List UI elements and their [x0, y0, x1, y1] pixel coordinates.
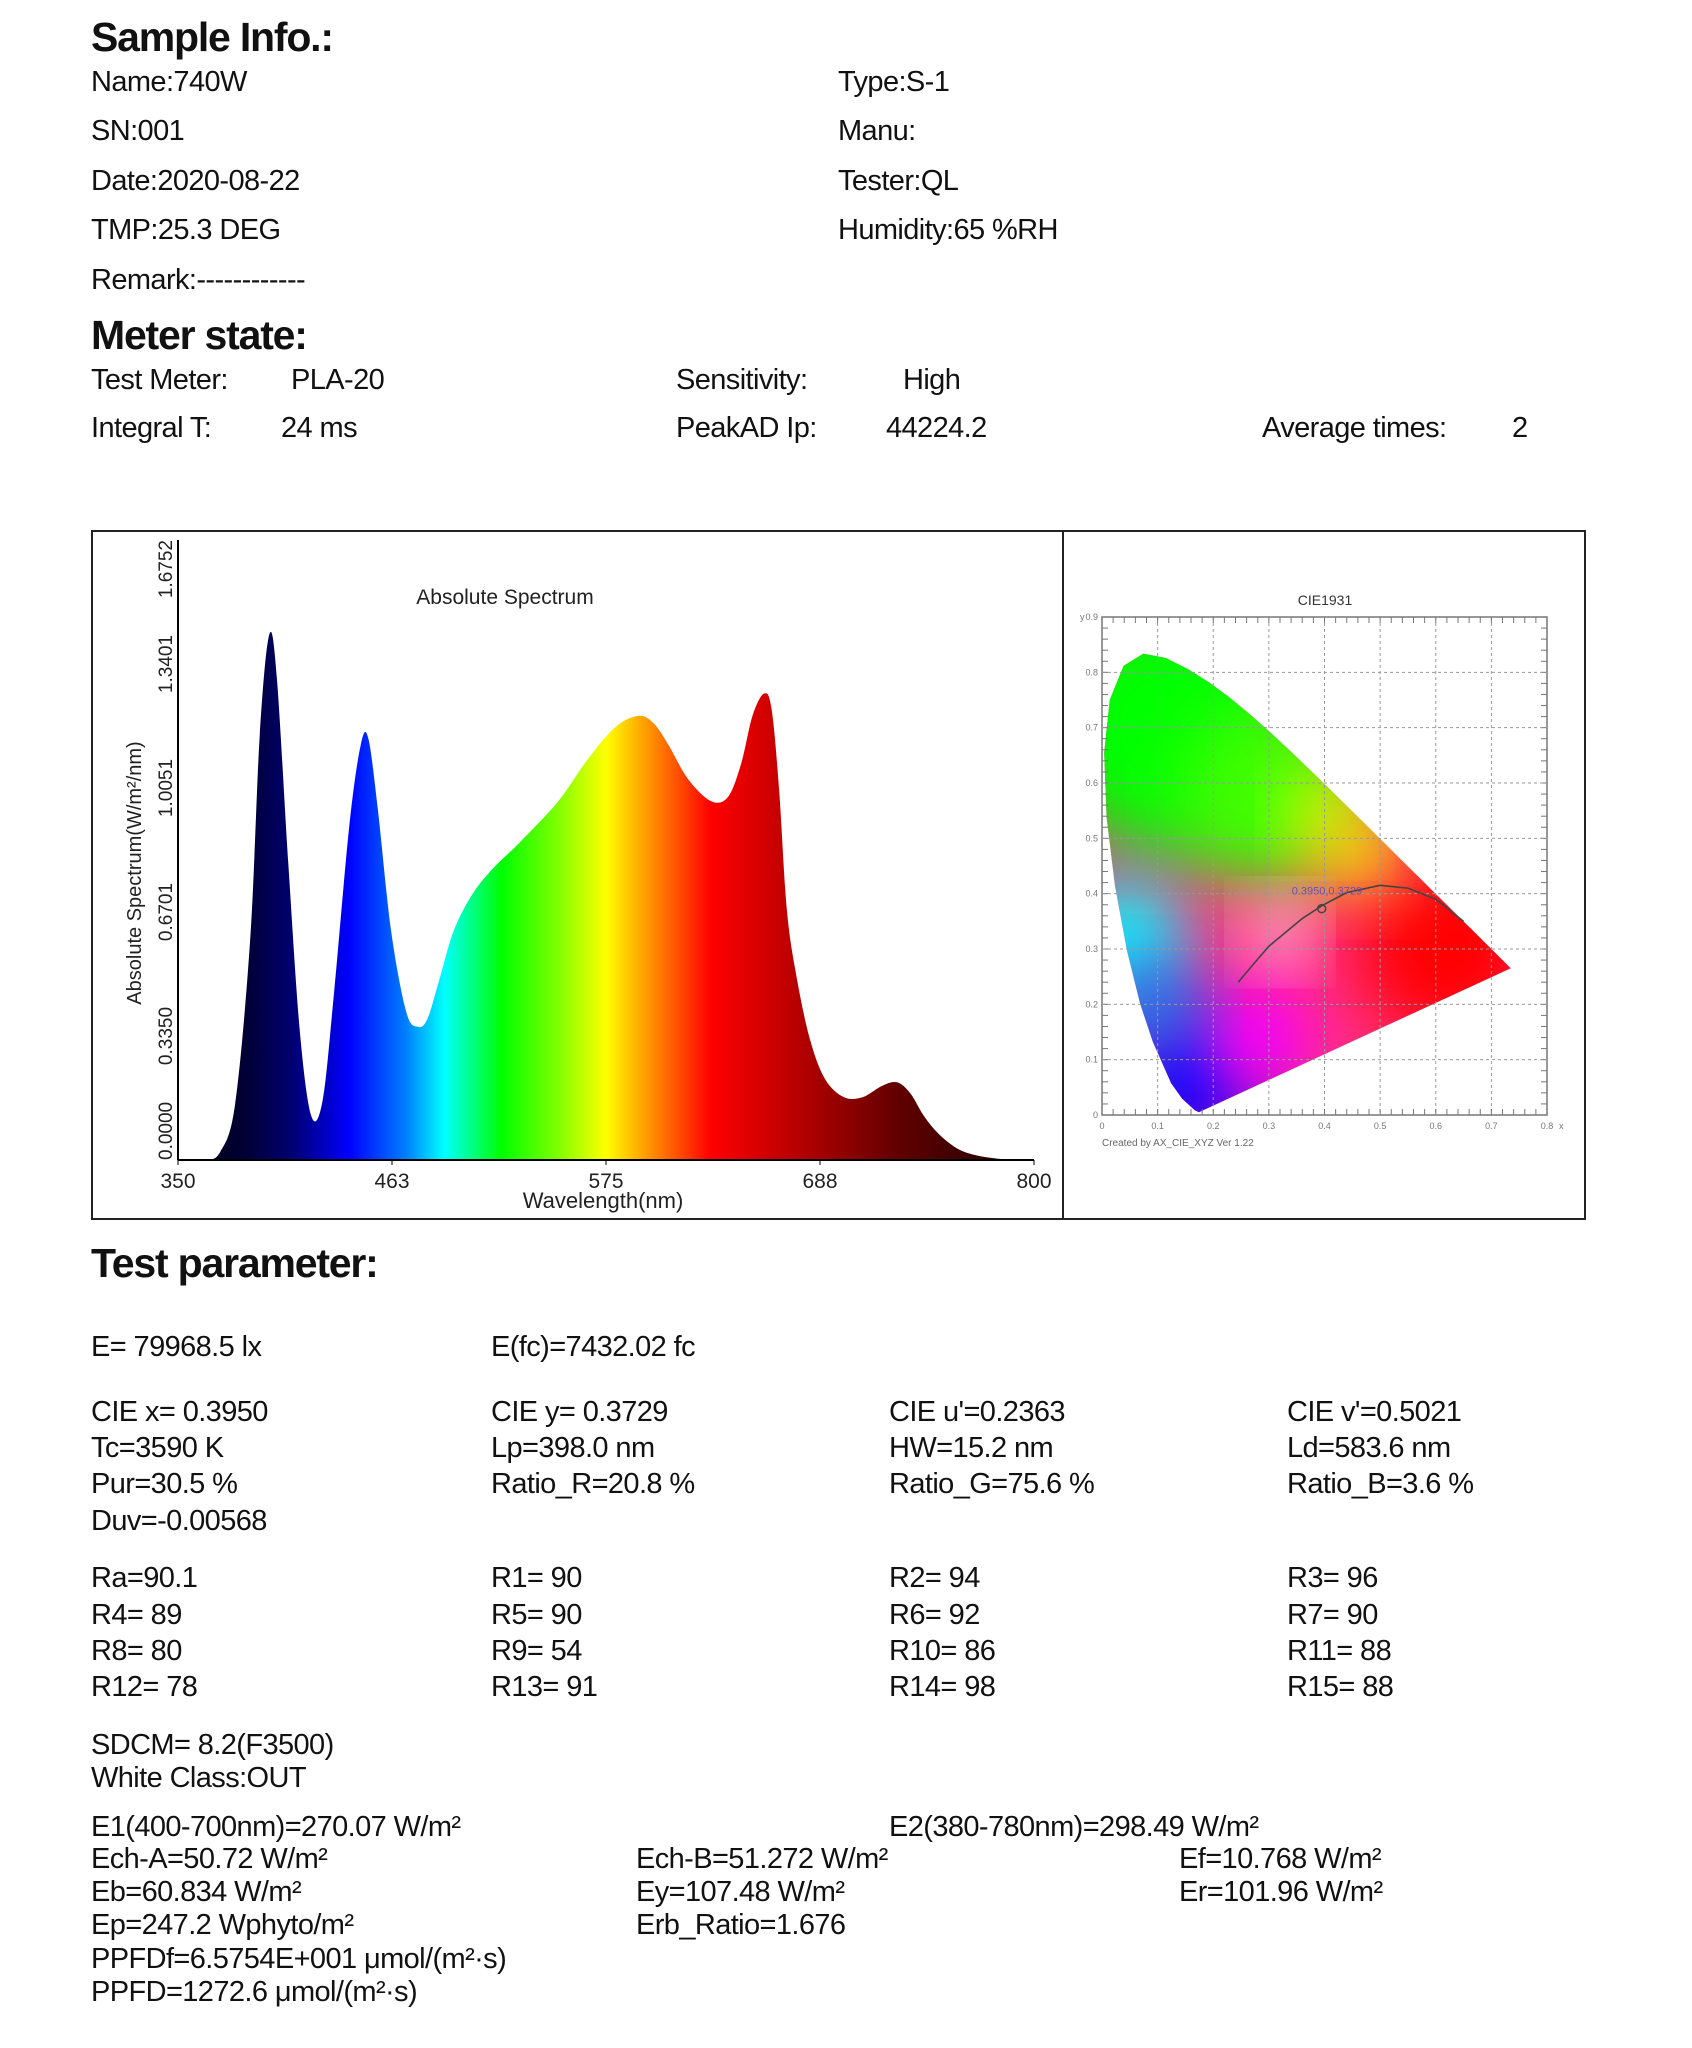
test-parameter-heading: Test parameter: — [91, 1240, 379, 1286]
param-value: Ep=247.2 Wphyto/m² — [91, 1909, 354, 1941]
sample-info-heading: Sample Info.: — [91, 14, 334, 60]
param-value: R13= 91 — [491, 1671, 598, 1703]
param-value: Ratio_B=3.6 % — [1287, 1468, 1474, 1500]
param-value: R2= 94 — [889, 1562, 980, 1594]
param-value: Ld=583.6 nm — [1287, 1432, 1451, 1464]
param-value: R1= 90 — [491, 1562, 582, 1594]
param-value: CIE y= 0.3729 — [491, 1396, 668, 1428]
param-value: Lp=398.0 nm — [491, 1432, 655, 1464]
param-value: Eb=60.834 W/m² — [91, 1876, 302, 1908]
param-value: Ef=10.768 W/m² — [1179, 1843, 1382, 1875]
param-value: Ratio_R=20.8 % — [491, 1468, 695, 1500]
test-meter-label: Test Meter: — [91, 364, 228, 396]
param-value: R11= 88 — [1287, 1635, 1392, 1667]
sample-remark: Remark:------------ — [91, 264, 306, 296]
sensitivity-label: Sensitivity: — [676, 364, 808, 396]
param-value: Tc=3590 K — [91, 1432, 224, 1464]
param-value: HW=15.2 nm — [889, 1432, 1054, 1464]
param-value: R8= 80 — [91, 1635, 182, 1667]
param-value: R15= 88 — [1287, 1671, 1394, 1703]
param-value: PPFD=1272.6 μmol/(m²·s) — [91, 1976, 418, 2008]
param-illuminance-fc: E(fc)=7432.02 fc — [491, 1331, 696, 1363]
peakad-value: 44224.2 — [886, 412, 987, 444]
sample-name: Name:740W — [91, 66, 247, 98]
param-value: Ey=107.48 W/m² — [636, 1876, 845, 1908]
param-illuminance: E= 79968.5 lx — [91, 1331, 262, 1363]
sample-tmp: TMP:25.3 DEG — [91, 214, 281, 246]
param-value: CIE u'=0.2363 — [889, 1396, 1066, 1428]
param-value: R9= 54 — [491, 1635, 582, 1667]
param-value: R7= 90 — [1287, 1599, 1378, 1631]
param-e2: E2(380-780nm)=298.49 W/m² — [889, 1811, 1259, 1843]
average-value: 2 — [1512, 412, 1528, 444]
param-value: R10= 86 — [889, 1635, 996, 1667]
sample-sn: SN:001 — [91, 115, 185, 147]
param-e1: E1(400-700nm)=270.07 W/m² — [91, 1811, 461, 1843]
param-value: R14= 98 — [889, 1671, 996, 1703]
sample-humidity: Humidity:65 %RH — [838, 214, 1058, 246]
param-value: Ech-A=50.72 W/m² — [91, 1843, 328, 1875]
param-value: Ra=90.1 — [91, 1562, 198, 1594]
average-label: Average times: — [1262, 412, 1447, 444]
param-value: PPFDf=6.5754E+001 μmol/(m²·s) — [91, 1943, 507, 1975]
param-value: Erb_Ratio=1.676 — [636, 1909, 846, 1941]
sample-tester: Tester:QL — [838, 165, 959, 197]
param-sdcm: SDCM= 8.2(F3500) — [91, 1729, 334, 1761]
param-value: R4= 89 — [91, 1599, 182, 1631]
sample-manu: Manu: — [838, 115, 916, 147]
meter-state-heading: Meter state: — [91, 312, 308, 358]
param-value: Pur=30.5 % — [91, 1468, 238, 1500]
param-value: R6= 92 — [889, 1599, 980, 1631]
integral-label: Integral T: — [91, 412, 212, 444]
sample-type: Type:S-1 — [838, 66, 950, 98]
param-value: Duv=-0.00568 — [91, 1505, 267, 1537]
param-value: R12= 78 — [91, 1671, 198, 1703]
param-value: R5= 90 — [491, 1599, 582, 1631]
peakad-label: PeakAD Ip: — [676, 412, 817, 444]
param-value: CIE x= 0.3950 — [91, 1396, 268, 1428]
test-meter-value: PLA-20 — [291, 364, 385, 396]
param-value: CIE v'=0.5021 — [1287, 1396, 1462, 1428]
param-value: R3= 96 — [1287, 1562, 1378, 1594]
charts-frame — [91, 530, 1586, 1220]
sensitivity-value: High — [903, 364, 961, 396]
param-value: Ratio_G=75.6 % — [889, 1468, 1095, 1500]
param-value: Ech-B=51.272 W/m² — [636, 1843, 888, 1875]
param-white-class: White Class:OUT — [91, 1762, 307, 1794]
integral-value: 24 ms — [281, 412, 358, 444]
param-value: Er=101.96 W/m² — [1179, 1876, 1383, 1908]
sample-date: Date:2020-08-22 — [91, 165, 300, 197]
